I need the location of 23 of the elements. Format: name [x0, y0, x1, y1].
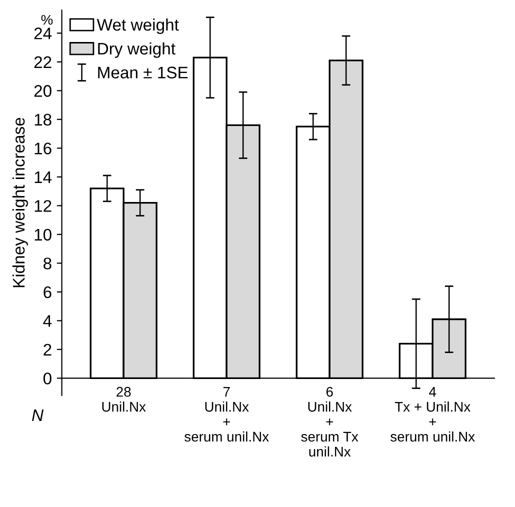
y-tick-label: 0 [43, 372, 52, 384]
x-tick-label: 7 Unil.Nx + serum unil.Nx [184, 387, 269, 442]
text: N [32, 409, 44, 421]
y-tick-label: 12 [34, 200, 52, 212]
y-tick-label: 20 [34, 85, 52, 97]
x-tick-label: 4 Tx + Unil.Nx + serum unil.Nx [390, 387, 475, 442]
legend-label: Dry weight [98, 42, 176, 58]
x-tick-label: 6 Unil.Nx + serum Tx unil.Nx [301, 386, 358, 457]
y-tick-label: 2 [44, 344, 52, 356]
annotation: Mean ± 1SE [98, 66, 188, 78]
text: % [41, 14, 53, 25]
legend-label: Wet weight [96, 18, 179, 34]
y-tick-label: 6 [44, 286, 52, 298]
y-tick-label: 22 [34, 56, 52, 68]
y-tick-label: 16 [34, 142, 52, 154]
y-tick-label: 14 [34, 171, 52, 183]
y-tick-label: 18 [34, 114, 52, 126]
y-axis-title: Kidney weight increase [12, 118, 28, 288]
x-tick-label: 28 Unil.Nx [102, 386, 146, 412]
y-tick-label: 4 [43, 315, 52, 327]
y-tick-label: 24 [34, 28, 52, 40]
y-tick-label: 10 [34, 228, 52, 241]
y-tick-label: 8 [44, 258, 52, 270]
